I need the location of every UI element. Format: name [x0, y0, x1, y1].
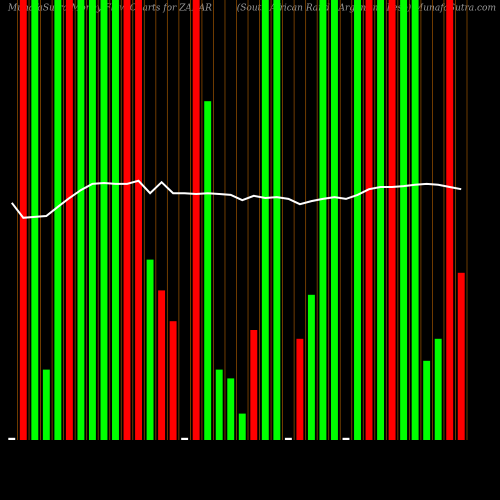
bar	[261, 0, 269, 440]
bar	[88, 0, 96, 440]
bar	[181, 437, 189, 440]
bar	[319, 0, 327, 440]
bar	[377, 0, 385, 440]
bar	[434, 338, 442, 440]
bar	[19, 0, 27, 440]
bar	[331, 0, 338, 440]
price-line	[11, 179, 462, 219]
bar	[423, 360, 431, 440]
bar	[238, 413, 246, 440]
bar	[135, 0, 142, 440]
bar	[100, 0, 108, 440]
bar	[354, 0, 361, 440]
bar	[457, 272, 465, 440]
bar	[296, 338, 304, 440]
bar	[158, 290, 166, 440]
bar	[400, 0, 408, 440]
bar	[388, 0, 396, 440]
bar	[250, 330, 258, 440]
bar	[411, 0, 419, 440]
bar	[42, 369, 50, 440]
bar	[273, 0, 281, 440]
bar	[365, 0, 373, 440]
bar	[192, 0, 200, 440]
bar	[65, 0, 73, 440]
bar	[342, 437, 350, 440]
bar	[31, 0, 39, 440]
bar	[169, 321, 177, 440]
bar	[77, 0, 85, 440]
bar	[54, 0, 62, 440]
bar	[227, 378, 235, 440]
bar	[307, 294, 315, 440]
bar	[446, 0, 454, 440]
bar	[112, 0, 119, 440]
bar	[215, 369, 223, 440]
bar	[8, 437, 16, 440]
bar	[204, 101, 212, 440]
bar	[284, 437, 292, 440]
bar	[123, 0, 131, 440]
bar	[146, 259, 154, 440]
